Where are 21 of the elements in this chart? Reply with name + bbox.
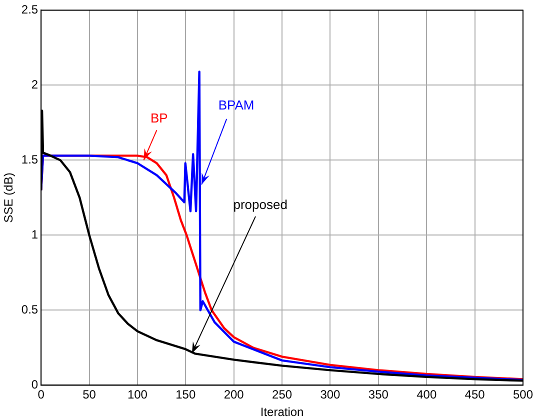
x-tick-label: 50	[82, 388, 96, 402]
y-tick-label: 1	[31, 228, 38, 242]
y-axis-title: SSE (dB)	[2, 172, 16, 223]
y-tick-label: 0.5	[21, 302, 38, 317]
text: proposed	[233, 196, 288, 212]
x-tick-label: 150	[176, 388, 196, 402]
y-tick-label: 1.5	[21, 152, 38, 167]
x-tick-label: 500	[512, 388, 534, 402]
y-tick-label: 2.5	[21, 2, 38, 17]
x-tick-label: 200	[224, 388, 244, 402]
x-tick-label: 300	[320, 388, 341, 402]
y-tick-label: 2	[31, 78, 38, 92]
x-tick-label: 450	[464, 388, 486, 402]
x-tick-label: 250	[272, 388, 292, 402]
x-axis-title: Iteration	[260, 405, 304, 420]
x-tick-label: 350	[368, 388, 389, 402]
x-tick-label: 100	[127, 388, 148, 402]
text: BP	[150, 110, 168, 126]
series-label: BPAM	[218, 97, 254, 112]
y-tick-label: 0	[31, 378, 38, 392]
x-tick-label: 400	[416, 388, 437, 402]
